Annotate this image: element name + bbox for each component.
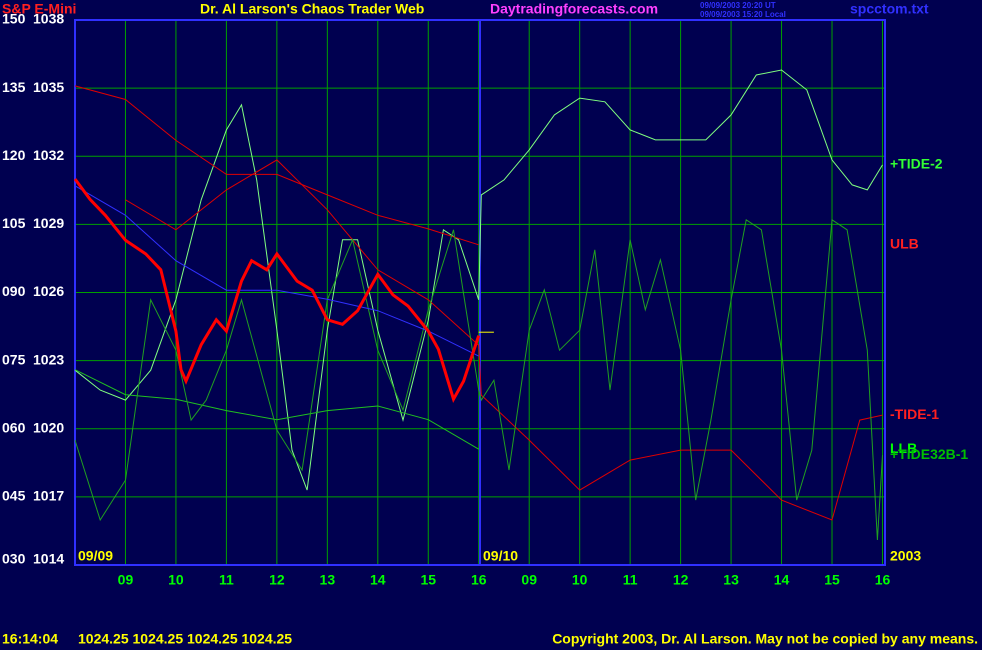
y2-tick-label: 1023 [33, 351, 64, 367]
x-tick-label: 15 [420, 572, 436, 588]
x-tick-label: 13 [320, 572, 336, 588]
y2-tick-label: 1038 [33, 11, 64, 27]
series-line [73, 178, 481, 404]
stamp-local: 09/09/2003 15:20 Local [700, 10, 786, 19]
y-tick-label: 045 [2, 488, 26, 504]
x-tick-label: 10 [572, 572, 588, 588]
x-tick-label: 15 [824, 572, 840, 588]
x-tick-label: 14 [370, 572, 386, 588]
y-tick-label: 120 [2, 147, 26, 163]
series-line [74, 85, 479, 246]
series-line [125, 159, 883, 521]
plot-frame [74, 19, 886, 566]
y-tick-label: 150 [2, 11, 26, 27]
file-name: spcctom.txt [850, 1, 929, 17]
series-line [74, 218, 883, 541]
series-line [74, 69, 883, 491]
y2-tick-label: 1035 [33, 79, 64, 95]
x-tick-label: 12 [269, 572, 285, 588]
y2-tick-label: 1026 [33, 283, 64, 299]
x-tick-label: 13 [723, 572, 739, 588]
y-tick-label: 075 [2, 351, 26, 367]
series-line [74, 369, 479, 450]
y-tick-label: 060 [2, 419, 26, 435]
y2-tick-label: 1017 [33, 488, 64, 504]
y-tick-label: 135 [2, 79, 26, 95]
x-tick-label: 11 [623, 572, 638, 588]
day-label: 09/10 [483, 548, 518, 564]
x-tick-label: 16 [471, 572, 487, 588]
status-quote: 1024.25 1024.25 1024.25 1024.25 [78, 631, 292, 647]
x-tick-label: 11 [219, 572, 234, 588]
x-tick-label: 09 [118, 572, 134, 588]
x-tick-label: 16 [875, 572, 891, 588]
series-label: +TIDE-2 [890, 156, 943, 172]
site: Daytradingforecasts.com [490, 1, 658, 17]
series-label: LLB [890, 440, 917, 456]
y-tick-label: 030 [2, 551, 26, 567]
year-label: 2003 [890, 548, 921, 564]
y2-tick-label: 1029 [33, 215, 64, 231]
series-label: +TIDE32B-1 [890, 446, 968, 462]
y2-tick-label: 1032 [33, 147, 64, 163]
stamp-ut: 09/09/2003 20:20 UT [700, 1, 776, 10]
x-tick-label: 10 [168, 572, 184, 588]
series-label: ULB [890, 236, 919, 252]
x-tick-label: 14 [774, 572, 790, 588]
symbol: S&P E-Mini [2, 1, 76, 17]
day-label: 09/09 [78, 548, 113, 564]
y2-tick-label: 1014 [33, 551, 64, 567]
title: Dr. Al Larson's Chaos Trader Web [200, 1, 424, 17]
y2-tick-label: 1020 [33, 419, 64, 435]
series-group [73, 69, 883, 541]
y-tick-label: 090 [2, 283, 26, 299]
series-label: -TIDE-1 [890, 406, 939, 422]
status-time: 16:14:04 [2, 631, 58, 647]
series-line [74, 185, 479, 357]
x-tick-label: 12 [673, 572, 689, 588]
x-tick-label: 09 [521, 572, 537, 588]
copyright: Copyright 2003, Dr. Al Larson. May not b… [552, 631, 978, 647]
y-tick-label: 105 [2, 215, 26, 231]
